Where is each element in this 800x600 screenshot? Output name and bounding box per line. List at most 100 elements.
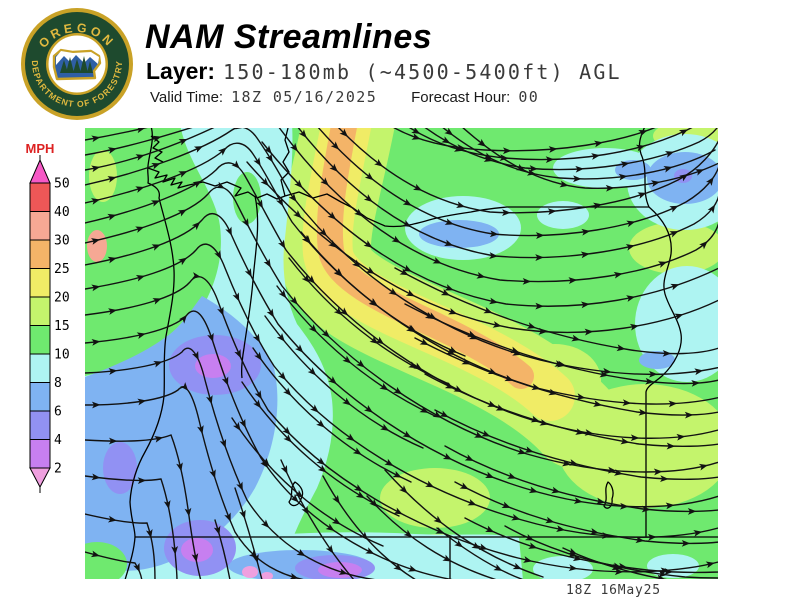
- flow-arrow: [528, 486, 538, 494]
- flow-arrow: [660, 475, 669, 482]
- flow-arrow: [276, 197, 284, 207]
- flow-arrow: [301, 505, 309, 515]
- flow-arrow: [214, 250, 222, 260]
- flow-arrow: [440, 288, 450, 296]
- flow-arrow: [91, 473, 101, 481]
- flow-arrow: [551, 486, 561, 494]
- flow-arrow: [379, 382, 389, 391]
- flow-arrow: [384, 458, 394, 466]
- flow-arrow: [402, 264, 412, 272]
- flow-arrow: [310, 404, 319, 413]
- flow-arrow: [499, 154, 509, 162]
- flow-arrow: [296, 548, 306, 557]
- flow-arrow: [650, 180, 660, 187]
- speed-region: [85, 542, 127, 579]
- flow-arrow: [547, 208, 557, 215]
- flow-arrow: [345, 433, 355, 442]
- streamline: [85, 142, 718, 405]
- flow-arrow: [91, 401, 101, 409]
- flow-arrow: [91, 165, 101, 173]
- flow-arrow: [133, 562, 140, 573]
- flow-arrow: [522, 277, 532, 285]
- flow-arrow: [442, 452, 452, 460]
- flow-arrow: [239, 418, 246, 428]
- flow-arrow: [301, 274, 310, 283]
- speed-region: [87, 230, 107, 262]
- map-timestamp: 18Z 16May25: [566, 583, 661, 598]
- flow-arrow: [193, 146, 204, 153]
- flow-arrow: [464, 454, 474, 461]
- flow-arrow: [664, 151, 675, 158]
- legend-segment: [29, 353, 51, 383]
- flow-arrow: [152, 135, 162, 143]
- flow-arrow: [359, 531, 369, 541]
- flow-arrow: [294, 179, 303, 189]
- flow-arrow: [152, 298, 162, 305]
- flow-arrow: [691, 379, 700, 387]
- flow-arrow: [363, 194, 373, 203]
- speed-region: [242, 566, 258, 578]
- flow-arrow: [178, 257, 188, 266]
- legend-segment: [29, 439, 51, 469]
- flow-arrow: [342, 397, 351, 406]
- flow-arrow: [231, 160, 240, 169]
- geo-border: [188, 181, 286, 200]
- streamline: [394, 267, 718, 355]
- flow-arrow: [356, 359, 365, 368]
- flow-arrow: [596, 497, 606, 505]
- flow-arrow: [635, 536, 645, 544]
- flow-arrow: [302, 235, 311, 244]
- flow-arrow: [241, 218, 249, 228]
- flow-arrow: [524, 446, 534, 453]
- flow-arrow: [135, 154, 145, 161]
- flow-arrow: [706, 176, 714, 186]
- flow-arrow: [535, 254, 544, 261]
- flow-arrow: [191, 272, 201, 279]
- flow-arrow: [459, 482, 469, 490]
- geo-border: [288, 481, 304, 507]
- flow-arrow: [364, 172, 374, 181]
- flow-arrow: [374, 158, 384, 167]
- flow-arrow: [622, 399, 632, 407]
- speed-region: [639, 351, 675, 369]
- flow-arrow: [665, 502, 675, 510]
- flow-arrow: [539, 419, 549, 426]
- flow-arrow: [668, 400, 678, 408]
- flow-arrow: [308, 324, 318, 333]
- flow-arrow: [626, 220, 636, 228]
- flow-arrow: [607, 466, 617, 474]
- streamline: [424, 128, 718, 171]
- legend-tick-label: 25: [54, 262, 70, 277]
- flow-arrow: [605, 184, 615, 192]
- flow-arrow: [90, 198, 101, 205]
- flow-arrow: [485, 471, 495, 478]
- flow-arrow: [575, 428, 585, 435]
- flow-arrow: [489, 252, 498, 259]
- speed-region: [89, 150, 117, 202]
- flow-arrow: [191, 221, 201, 231]
- flow-arrow: [217, 306, 224, 316]
- flow-arrow: [435, 527, 445, 534]
- flow-arrow: [253, 157, 261, 167]
- flow-arrow: [342, 355, 352, 364]
- speed-region: [537, 201, 589, 229]
- flow-arrow: [424, 311, 435, 319]
- flow-arrow: [151, 163, 161, 170]
- flow-arrow: [638, 130, 648, 137]
- flow-arrow: [219, 438, 227, 449]
- flow-arrow: [593, 202, 603, 210]
- flow-arrow: [393, 507, 403, 515]
- flow-arrow: [402, 219, 412, 228]
- speed-regions: [85, 128, 718, 579]
- flow-arrow: [369, 336, 379, 344]
- flow-arrow: [317, 464, 327, 473]
- flow-arrow: [265, 153, 273, 163]
- flow-arrow: [556, 525, 566, 532]
- flow-arrow: [391, 235, 401, 243]
- flow-arrow: [364, 404, 373, 413]
- flow-arrow: [591, 153, 601, 160]
- streamline: [366, 495, 497, 579]
- flow-arrow: [290, 494, 299, 503]
- streamline: [246, 161, 718, 334]
- flow-arrow: [669, 205, 679, 213]
